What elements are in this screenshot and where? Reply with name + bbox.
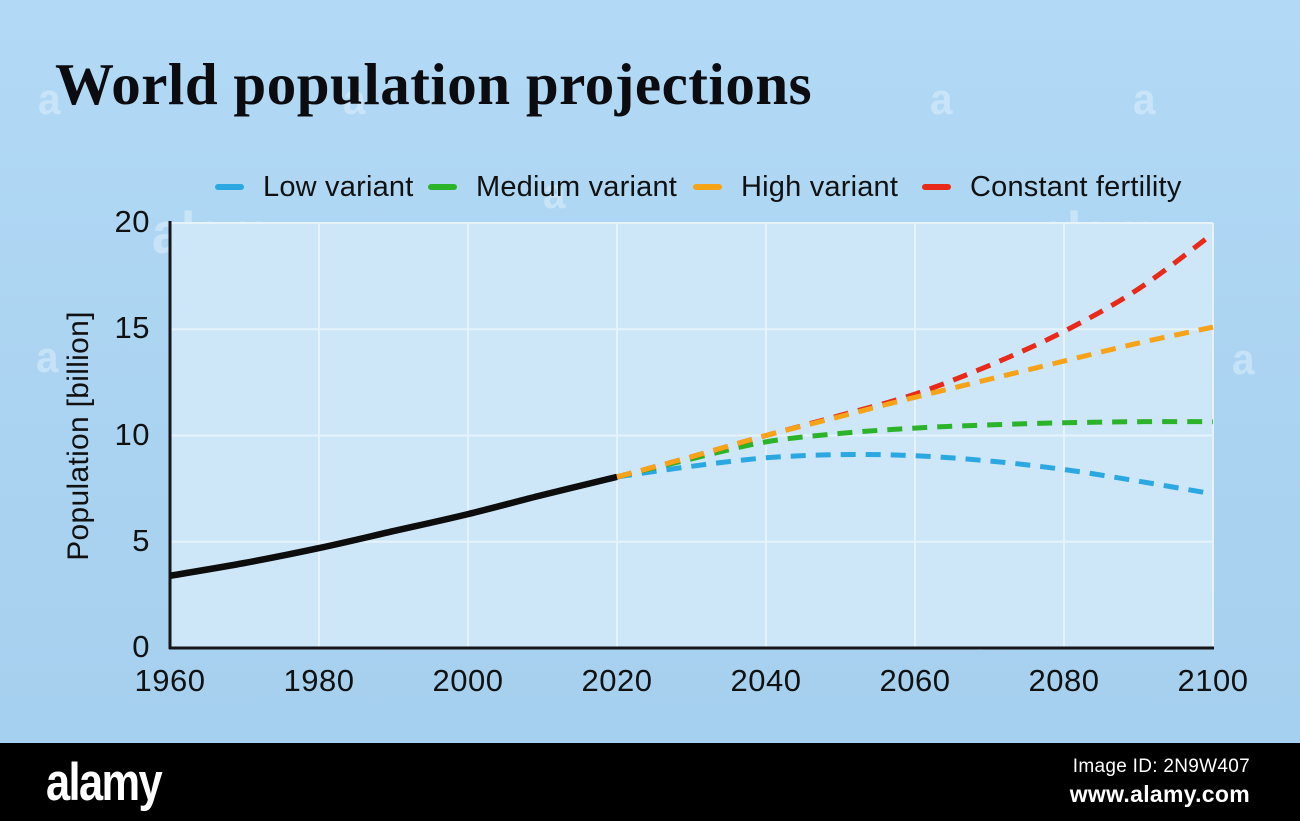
- y-tick-label: 20: [114, 204, 150, 239]
- series-high-variant: [616, 324, 1214, 480]
- footer-meta: Image ID: 2N9W407 www.alamy.com: [1070, 756, 1250, 808]
- alamy-watermark: a: [38, 75, 61, 124]
- low-variant-dash-icon: [215, 183, 244, 191]
- x-tick-label: 2060: [879, 663, 951, 698]
- y-tick-label: 15: [114, 310, 150, 346]
- chart-title: World population projections: [55, 51, 813, 117]
- y-tick-label: 0: [132, 629, 150, 664]
- legend-item-medium-variant: Medium variant: [428, 170, 677, 204]
- medium-variant-dash-icon: [428, 183, 457, 191]
- series-medium-variant: [616, 419, 1214, 480]
- constant-fertility-dash-icon: [922, 183, 951, 191]
- legend-item-low-variant: Low variant: [215, 170, 414, 204]
- alamy-footer-bar: alamy Image ID: 2N9W407 www.alamy.com: [0, 743, 1300, 821]
- legend-item-high-variant: High variant: [693, 170, 898, 204]
- series-low-variant: [616, 451, 1214, 497]
- x-tick-label: 2000: [432, 663, 504, 698]
- x-tick-label: 2020: [581, 663, 653, 698]
- legend-label: High variant: [741, 170, 899, 203]
- x-tick-label: 2080: [1028, 663, 1100, 698]
- chart-artwork: aaaaalamyaalamyaaalamyaaaaaaalamya World…: [0, 51, 1300, 698]
- legend-label: Constant fertility: [970, 170, 1182, 203]
- series-historical: [169, 473, 618, 580]
- alamy-watermark: a: [1232, 335, 1255, 384]
- legend-label: Low variant: [263, 170, 414, 203]
- alamy-website-text: www.alamy.com: [1069, 781, 1250, 807]
- population-chart-plot: [168, 221, 1215, 650]
- alamy-watermark: a: [930, 75, 953, 124]
- high-variant-dash-icon: [693, 183, 722, 191]
- x-tick-label: 2100: [1177, 663, 1249, 698]
- x-tick-label: 2040: [730, 663, 802, 698]
- legend-item-constant-fertility: Constant fertility: [922, 170, 1182, 204]
- x-tick-label: 1980: [283, 663, 355, 698]
- alamy-watermark: a: [543, 169, 566, 218]
- x-tick-label: 1960: [134, 663, 206, 698]
- chart-legend: Low variant Medium variant High variant …: [0, 170, 1300, 204]
- alamy-watermark: a: [343, 75, 366, 124]
- y-tick-label: 5: [132, 522, 150, 558]
- alamy-watermark: a: [36, 333, 59, 382]
- legend-label: Medium variant: [476, 170, 678, 203]
- image-id-text: Image ID: 2N9W407: [1072, 756, 1250, 777]
- alamy-watermark: a: [1133, 75, 1156, 124]
- alamy-logo: alamy: [46, 752, 163, 812]
- y-tick-label: 10: [114, 416, 150, 452]
